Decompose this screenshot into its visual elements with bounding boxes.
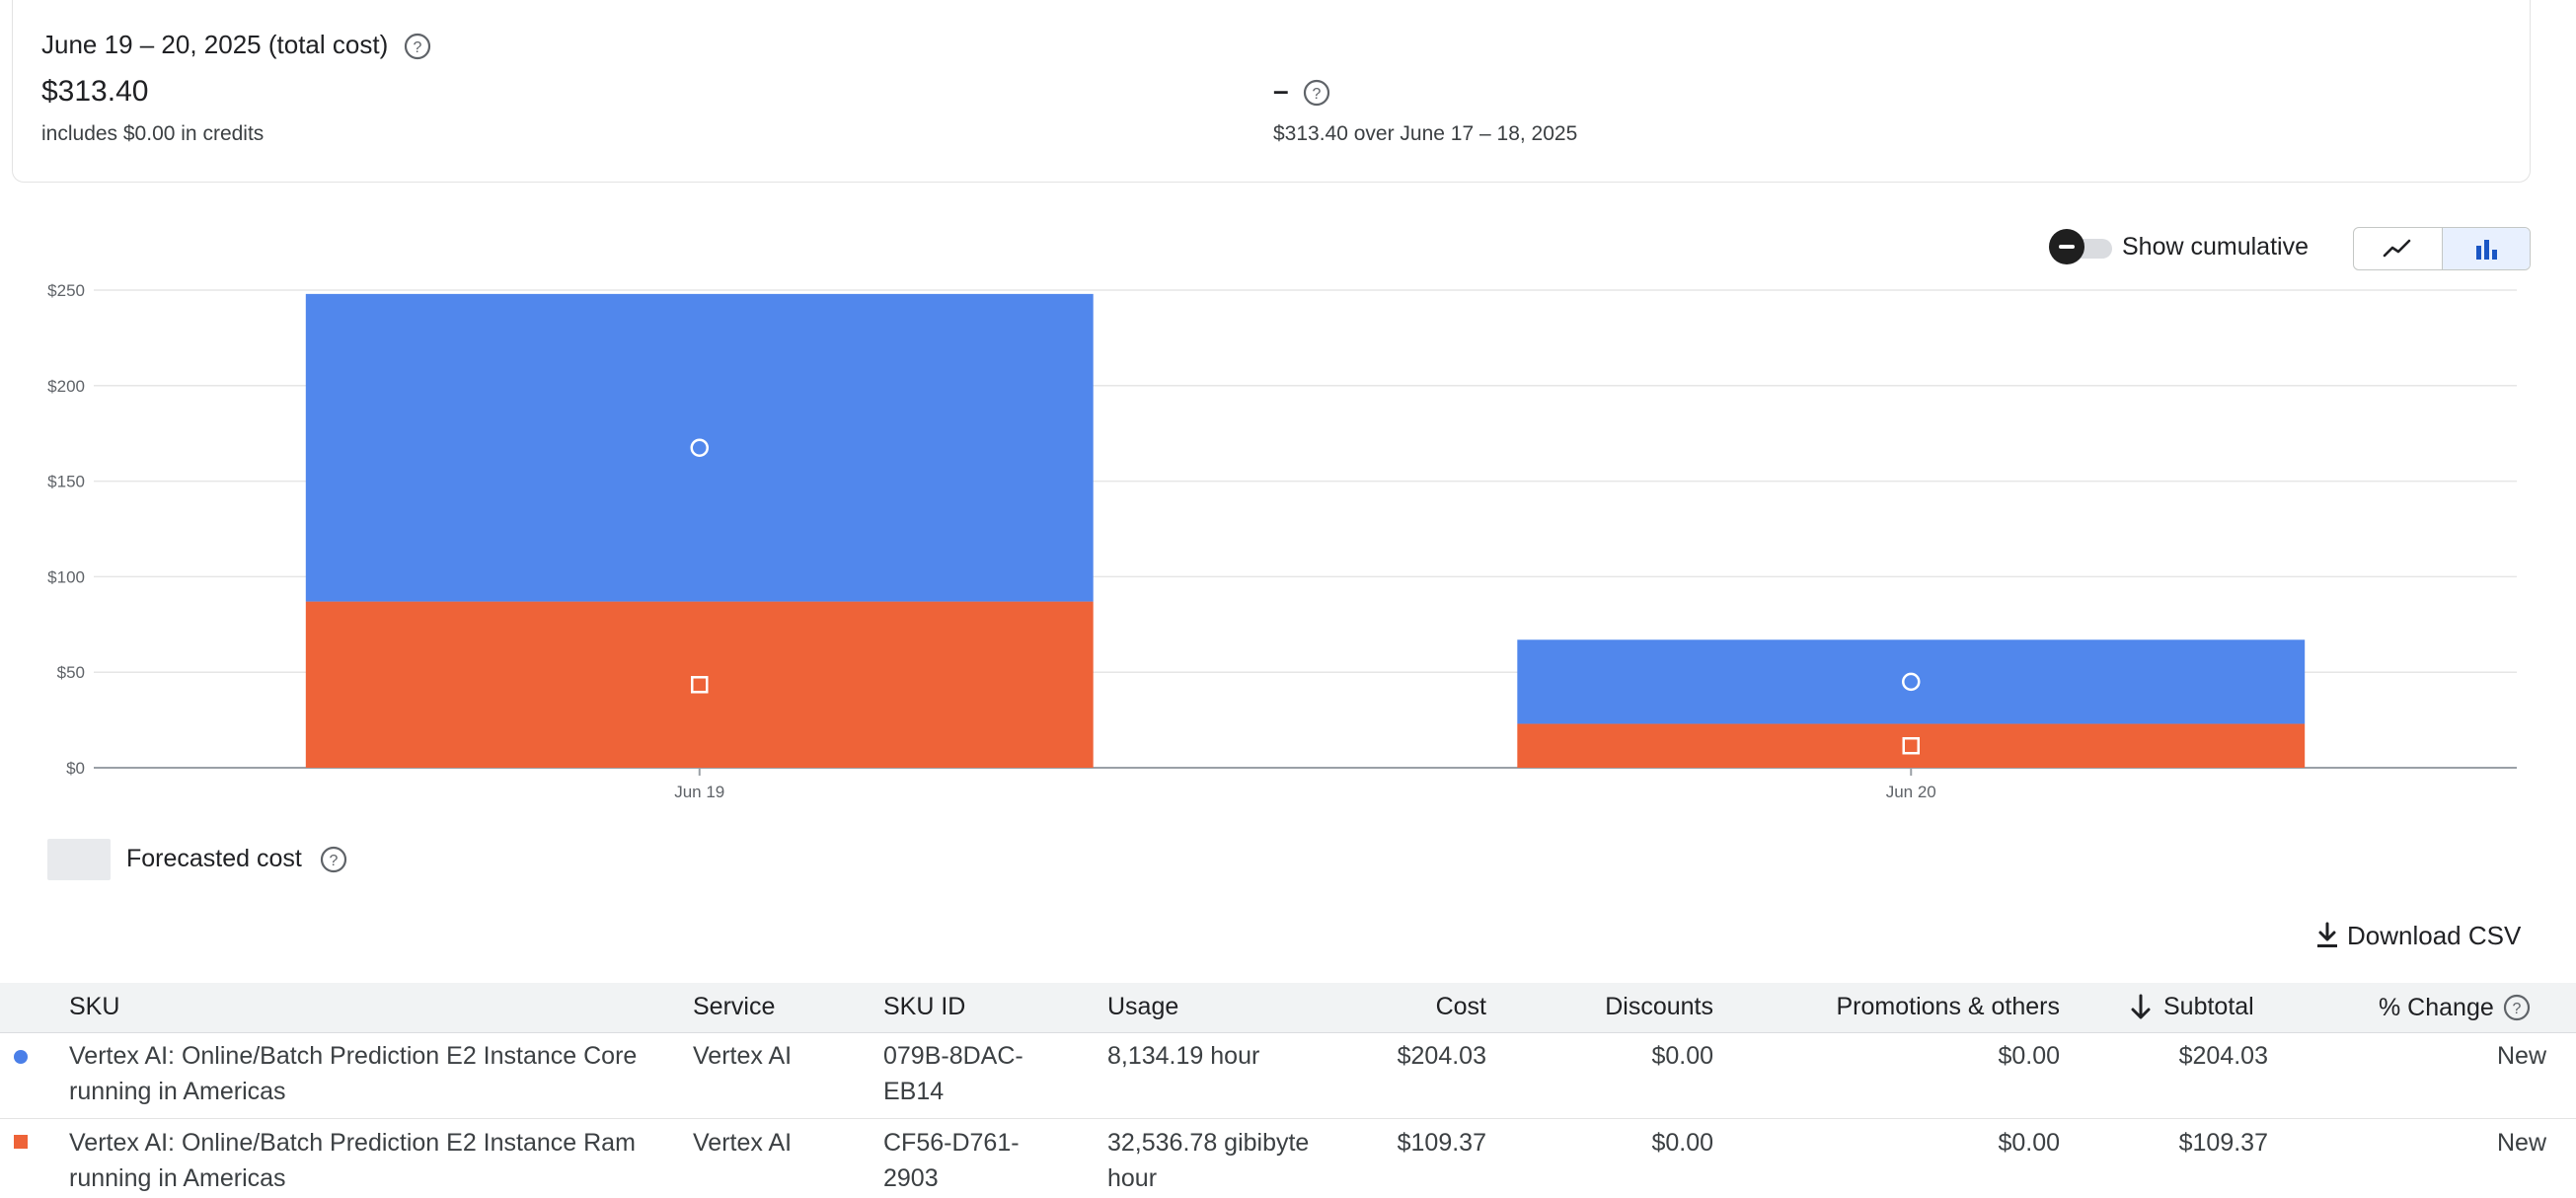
forecast-legend: Forecasted cost ? <box>126 845 348 874</box>
credits-note: includes $0.00 in credits <box>41 122 265 145</box>
comparison-note: $313.40 over June 17 – 18, 2025 <box>1273 122 1578 145</box>
bar-chart-icon <box>2475 240 2497 260</box>
line-chart-icon <box>2383 239 2411 258</box>
table-cell-discounts: $0.00 <box>1651 1042 1713 1070</box>
sku-line: running in Americas <box>69 1164 286 1192</box>
show-cumulative-label: Show cumulative <box>2122 233 2309 261</box>
help-icon[interactable]: ? <box>319 845 348 874</box>
summary-card <box>12 0 2531 183</box>
line-chart-view-button[interactable] <box>2354 228 2442 269</box>
column-header-sku[interactable]: SKU <box>69 993 120 1020</box>
bar-point-marker <box>1902 672 1921 692</box>
summary-period-title: June 19 – 20, 2025 (total cost) ? <box>41 30 432 61</box>
y-tick-label: $150 <box>47 473 85 491</box>
y-tick-label: $0 <box>66 759 85 778</box>
download-csv-button[interactable]: Download CSV <box>2315 916 2521 955</box>
table-cell-subtotal: $204.03 <box>2178 1042 2268 1070</box>
table-cell-cost: $204.03 <box>1397 1042 1486 1070</box>
column-header-sku-id[interactable]: SKU ID <box>883 993 966 1020</box>
change-value: – ? <box>1273 75 1331 108</box>
help-icon[interactable]: ? <box>403 32 432 61</box>
svg-text:?: ? <box>329 853 338 869</box>
sku-line: Vertex AI: Online/Batch Prediction E2 In… <box>69 1042 638 1070</box>
table-cell-usage: 8,134.19 hour <box>1107 1038 1259 1074</box>
forecast-legend-swatch <box>47 839 111 880</box>
table-cell-service: Vertex AI <box>693 1042 793 1070</box>
table-cell-sku-id: CF56-D761- 2903 <box>883 1125 1020 1196</box>
column-header-subtotal-label: Subtotal <box>2163 993 2254 1020</box>
sku-line: Vertex AI: Online/Batch Prediction E2 In… <box>69 1129 636 1157</box>
table-cell-change: New <box>2496 1042 2546 1070</box>
bar-segment <box>1517 639 2306 724</box>
sku-id-line: CF56-D761- <box>883 1129 1020 1157</box>
bar-point-marker <box>691 676 709 694</box>
table-header-row <box>0 983 2576 1033</box>
bar-chart-view-button[interactable] <box>2441 228 2530 269</box>
table-cell-cost: $109.37 <box>1397 1129 1486 1157</box>
sku-id-line: 079B-8DAC- <box>883 1042 1023 1070</box>
table-cell-promotions: $0.00 <box>1998 1129 2060 1157</box>
download-icon <box>2317 922 2337 947</box>
cost-bar-chart: $0 $50 $100 $150 $200 $250 Jun 19 Jun 20 <box>47 281 2517 801</box>
usage-line: 32,536.78 gibibyte <box>1107 1129 1310 1157</box>
usage-line: hour <box>1107 1164 1158 1192</box>
column-header-change-label: % Change <box>2379 993 2494 1021</box>
column-header-cost[interactable]: Cost <box>1435 993 1486 1020</box>
sku-id-line: EB14 <box>883 1078 945 1105</box>
forecast-legend-label: Forecasted cost <box>126 845 302 872</box>
svg-text:?: ? <box>1313 86 1322 103</box>
row-divider <box>0 1118 2576 1119</box>
table-cell-usage: 32,536.78 gibibyte hour <box>1107 1125 1309 1196</box>
sort-descending-icon <box>2131 994 2151 1018</box>
column-header-subtotal[interactable]: Subtotal <box>2130 993 2254 1021</box>
period-label: June 19 – 20, 2025 (total cost) <box>41 30 389 59</box>
chart-view-selector <box>2353 227 2531 270</box>
y-tick-label: $100 <box>47 567 85 586</box>
usage-line: 8,134.19 hour <box>1107 1042 1260 1070</box>
table-cell-sku: Vertex AI: Online/Batch Prediction E2 In… <box>69 1038 637 1109</box>
table-cell-promotions: $0.00 <box>1998 1042 2060 1070</box>
y-tick-label: $50 <box>57 663 85 682</box>
show-cumulative-toggle[interactable] <box>2049 229 2116 264</box>
change-value-text: – <box>1273 75 1289 106</box>
column-header-change[interactable]: % Change ? <box>2379 993 2532 1022</box>
y-tick-label: $250 <box>47 281 85 300</box>
bar-segment <box>305 293 1094 602</box>
toggle-knob <box>2049 229 2084 264</box>
sku-line: running in Americas <box>69 1078 286 1105</box>
table-cell-service: Vertex AI <box>693 1129 793 1157</box>
sku-id-line: 2903 <box>883 1164 939 1192</box>
table-cell-sku: Vertex AI: Online/Batch Prediction E2 In… <box>69 1125 636 1196</box>
help-icon[interactable]: ? <box>2502 993 2532 1022</box>
y-tick-label: $200 <box>47 377 85 396</box>
x-tick-label: Jun 20 <box>1886 783 1936 801</box>
bar-point-marker <box>1902 736 1920 755</box>
bar-segment <box>305 601 1094 768</box>
bar-point-marker <box>690 438 709 457</box>
table-cell-subtotal: $109.37 <box>2178 1129 2268 1157</box>
table-cell-discounts: $0.00 <box>1651 1129 1713 1157</box>
help-icon[interactable]: ? <box>1302 78 1331 108</box>
column-header-discounts[interactable]: Discounts <box>1605 993 1713 1020</box>
x-tick-label: Jun 19 <box>674 783 724 801</box>
svg-text:?: ? <box>2512 1001 2521 1017</box>
column-header-promotions[interactable]: Promotions & others <box>1836 993 2061 1020</box>
table-cell-sku-id: 079B-8DAC- EB14 <box>883 1038 1023 1109</box>
row-marker-circle <box>14 1050 28 1064</box>
row-marker-square <box>14 1135 28 1149</box>
column-header-usage[interactable]: Usage <box>1107 993 1179 1020</box>
bar-segment <box>1517 723 2306 768</box>
download-csv-label: Download CSV <box>2347 920 2522 950</box>
svg-text:?: ? <box>414 39 422 56</box>
total-cost: $313.40 <box>41 75 149 108</box>
table-cell-change: New <box>2496 1129 2546 1157</box>
column-header-service[interactable]: Service <box>693 993 776 1020</box>
